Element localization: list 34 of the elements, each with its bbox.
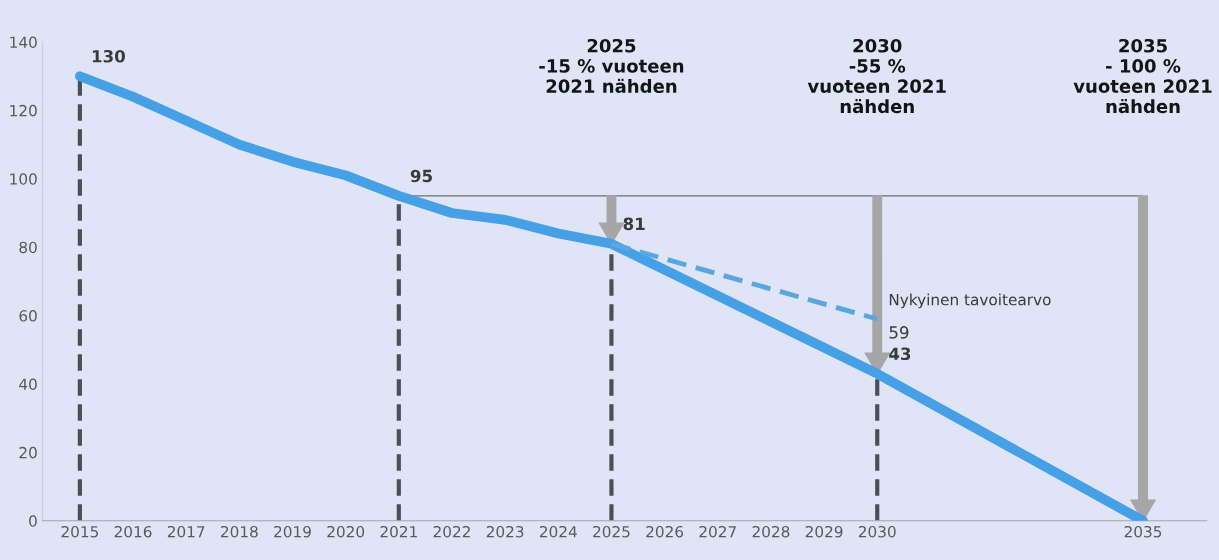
data-label: 81 xyxy=(623,217,645,231)
y-tick-label: 40 xyxy=(19,378,37,391)
annotation: 2035 - 100 % vuoteen 2021 nähden xyxy=(1073,38,1212,114)
data-label: 130 xyxy=(92,49,125,63)
data-label: 95 xyxy=(410,169,432,183)
x-tick-label: 2027 xyxy=(699,525,736,538)
y-tick-label: 60 xyxy=(19,310,37,322)
annotation: 2030 -55 % vuoteen 2021 nähden xyxy=(807,38,946,114)
x-tick-label: 2035 xyxy=(1124,525,1162,538)
x-tick-label: 2018 xyxy=(221,525,258,538)
x-tick-label: 2029 xyxy=(805,525,843,538)
y-tick-label: 140 xyxy=(10,36,37,49)
y-tick-label: 80 xyxy=(19,241,37,254)
x-tick-label: 2023 xyxy=(486,525,524,538)
x-tick-label: 2017 xyxy=(167,525,205,538)
x-tick-label: 2028 xyxy=(752,525,790,538)
annotation: Nykyinen tavoitearvo xyxy=(889,293,1051,309)
x-tick-label: 2016 xyxy=(114,525,152,538)
data-label: 59 xyxy=(889,326,909,339)
y-tick-label: 0 xyxy=(29,515,37,527)
x-tick-label: 2030 xyxy=(858,525,896,538)
x-tick-label: 2015 xyxy=(61,525,98,538)
y-tick-label: 120 xyxy=(10,104,37,117)
y-tick-label: 20 xyxy=(19,446,37,459)
x-tick-label: 2020 xyxy=(327,525,365,538)
y-tick-label: 100 xyxy=(10,173,37,185)
x-tick-label: 2024 xyxy=(539,525,577,538)
x-tick-label: 2025 xyxy=(593,525,630,538)
x-tick-label: 2026 xyxy=(646,525,684,538)
x-tick-label: 2019 xyxy=(274,525,311,538)
x-tick-label: 2022 xyxy=(433,525,470,538)
data-label: 43 xyxy=(889,347,911,361)
x-tick-label: 2021 xyxy=(380,525,417,538)
annotation: 2025 -15 % vuoteen 2021 nähden xyxy=(539,38,684,93)
